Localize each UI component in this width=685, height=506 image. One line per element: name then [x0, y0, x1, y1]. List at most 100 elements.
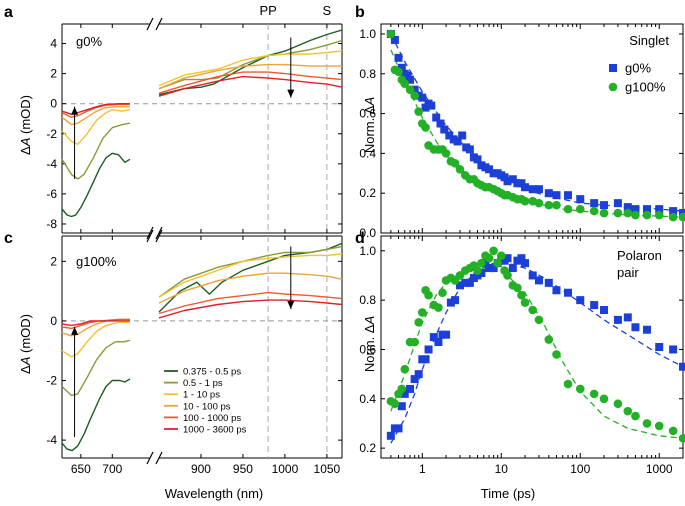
data-point-square: [613, 315, 622, 324]
y-tick-label: -8: [46, 217, 57, 231]
data-point-circle: [410, 337, 419, 347]
chart-panel-b: 0.0 0.2 0.4 0.6 0.8 1.0 Singlet g0% g100%: [359, 23, 685, 240]
data-point-circle: [390, 399, 400, 409]
data-point-circle: [552, 200, 561, 210]
data-point-circle: [528, 305, 538, 315]
data-point-square: [521, 183, 530, 192]
data-point-square: [508, 175, 517, 184]
x-tick-label: 650: [71, 462, 91, 476]
data-point-square: [461, 278, 470, 287]
y-tick-label: 1.0: [359, 244, 376, 258]
data-point-square: [386, 431, 395, 440]
data-point-square: [442, 330, 451, 339]
data-point-circle: [642, 210, 652, 220]
data-point-circle: [589, 389, 599, 399]
data-point-square: [451, 296, 460, 305]
data-point-circle: [552, 350, 561, 359]
data-point-circle: [668, 212, 678, 222]
data-point-square: [590, 199, 599, 208]
y-label-c-delta: Δ: [18, 365, 33, 374]
data-point-square: [642, 205, 651, 214]
series-line-nir: [158, 50, 343, 87]
data-point-square: [410, 375, 419, 384]
data-point-square: [552, 191, 561, 200]
series-line-vis: [61, 106, 130, 126]
y-label-a-A: A: [18, 138, 33, 148]
data-point-square: [528, 185, 537, 194]
data-point-square: [534, 185, 543, 194]
series-line-vis: [61, 378, 131, 452]
data-point-square: [394, 53, 403, 62]
data-point-square: [421, 355, 430, 364]
data-point-square: [477, 161, 486, 170]
y-axis-label-a: ΔA (mOD): [18, 95, 33, 155]
data-point-square: [406, 384, 415, 393]
data-point-square: [394, 424, 403, 433]
data-point-square: [655, 343, 664, 351]
data-point-square: [623, 313, 632, 322]
data-point-square: [446, 298, 455, 307]
data-point-square: [534, 276, 543, 285]
series-line-nir: [158, 272, 343, 304]
panel-label-d: d: [355, 230, 365, 247]
data-point-square: [432, 113, 441, 122]
data-point-square: [397, 63, 406, 72]
data-point-circle: [414, 318, 423, 327]
data-point-circle: [575, 384, 585, 394]
data-point-square: [513, 179, 522, 188]
data-point-circle: [473, 266, 482, 275]
data-point-square: [564, 288, 573, 297]
legend-marker-circle: [608, 82, 618, 92]
panel-label-b: b: [355, 4, 365, 21]
series-line-vis: [61, 109, 131, 145]
data-point-circle: [421, 123, 430, 132]
axis-break-mark: [155, 226, 163, 240]
axis-break-mark: [155, 229, 163, 243]
data-point-square: [397, 402, 406, 411]
axis-break-mark: [146, 451, 154, 465]
data-point-square: [631, 205, 640, 214]
data-point-square: [434, 338, 443, 347]
y-tick-label: 0.8: [359, 293, 376, 307]
y-tick-label: -2: [46, 127, 57, 141]
x-tick-label: 100: [570, 462, 590, 476]
plot-frame: [380, 235, 684, 459]
axis-break-mark: [155, 17, 163, 31]
data-point-square: [517, 254, 526, 263]
data-point-square: [440, 125, 449, 134]
data-point-square: [513, 256, 522, 265]
data-point-circle: [599, 208, 609, 218]
data-point-circle: [589, 206, 599, 216]
data-point-square: [453, 137, 462, 146]
legend-label: 1 - 10 ps: [183, 390, 220, 401]
data-point-square: [642, 325, 651, 334]
x-axis-label-time: Time (ps): [481, 486, 535, 501]
series-line-nir: [158, 253, 343, 298]
data-point-square: [485, 165, 494, 174]
data-point-square: [576, 296, 585, 305]
data-point-circle: [517, 290, 526, 300]
data-point-square: [655, 205, 664, 214]
data-point-circle: [400, 79, 410, 89]
x-tick-label: 1: [419, 462, 426, 476]
y-axis-label-d: Norm. ΔA: [362, 316, 377, 372]
data-point-circle: [397, 384, 407, 394]
data-point-circle: [424, 290, 433, 300]
axis-break-mark: [146, 226, 154, 240]
y-tick-label: 0: [50, 314, 57, 328]
data-point-circle: [544, 200, 554, 210]
data-point-circle: [400, 364, 410, 374]
data-point-circle: [520, 196, 530, 206]
data-point-square: [390, 35, 399, 44]
data-point-square: [600, 306, 609, 314]
data-point-square: [424, 345, 433, 354]
x-tick-label: 900: [191, 462, 211, 476]
data-point-square: [528, 271, 537, 280]
series-line-nir: [158, 71, 343, 94]
y-tick-label: 1.0: [359, 27, 376, 41]
legend-label: g100%: [625, 80, 666, 95]
data-point-circle: [417, 308, 427, 317]
data-point-square: [485, 264, 494, 273]
x-axis-label-wavelength: Wavelength (nm): [165, 486, 264, 501]
data-point-circle: [438, 288, 447, 298]
